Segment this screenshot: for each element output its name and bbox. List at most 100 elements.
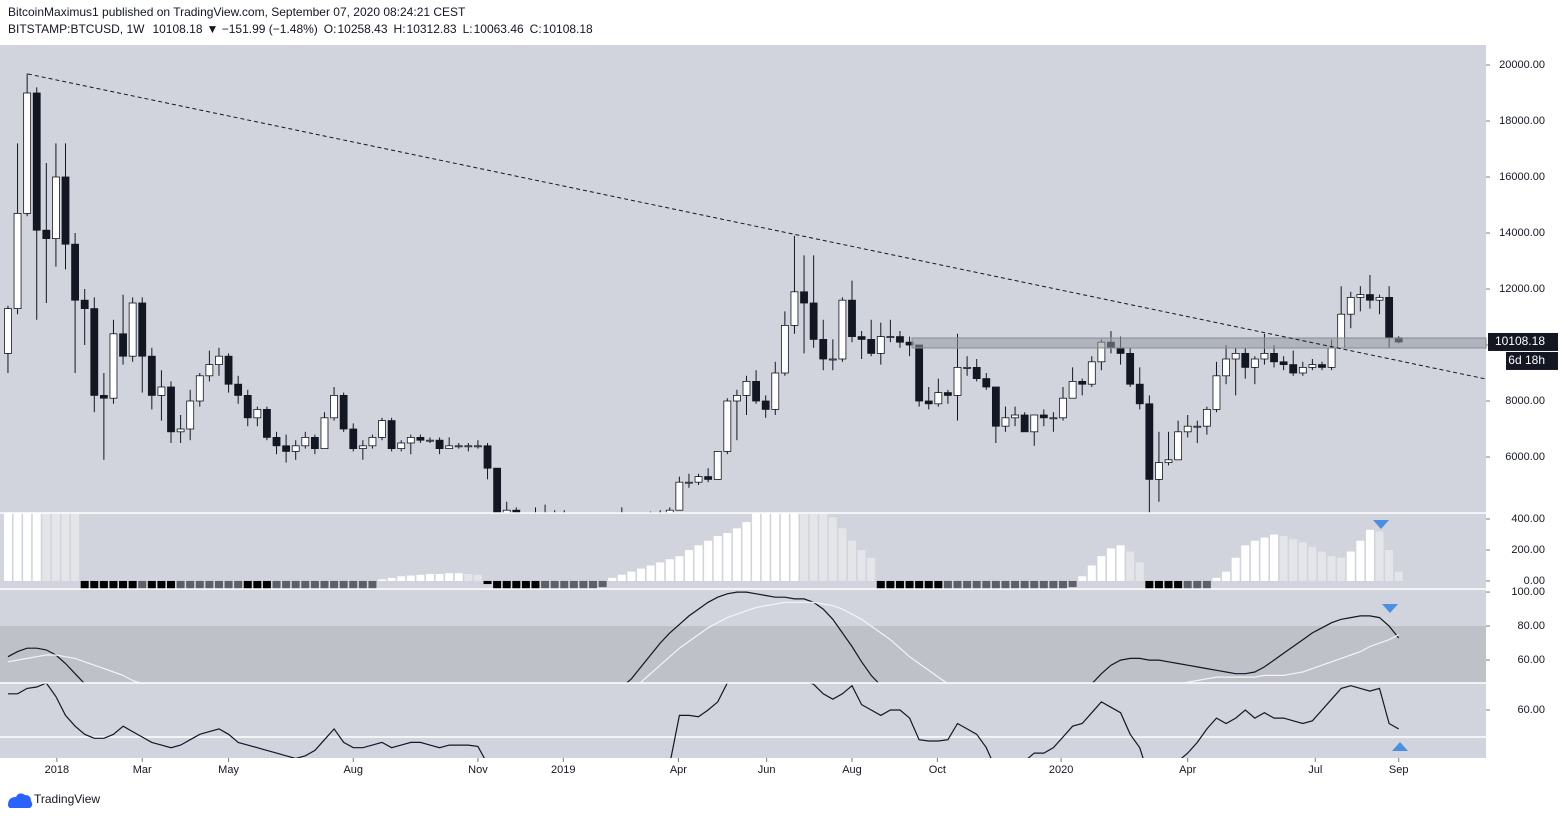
histogram-bar xyxy=(502,580,511,589)
candle-body xyxy=(282,445,291,452)
histogram-bar xyxy=(272,580,281,589)
candle-body xyxy=(742,380,751,396)
histogram-bar xyxy=(857,549,866,581)
histogram-bar xyxy=(214,580,223,589)
candle-body xyxy=(1346,296,1355,315)
candle-body xyxy=(512,509,521,513)
histogram-bar xyxy=(848,540,857,581)
histogram-bar xyxy=(1346,551,1355,581)
legend-text: BITSTAMP:BTCUSD, 1W xyxy=(8,22,145,36)
histogram-bar xyxy=(1106,548,1115,581)
histogram-bar xyxy=(1049,580,1058,589)
histogram-bar xyxy=(473,574,482,581)
candle-body xyxy=(61,176,70,245)
histogram-bar xyxy=(128,580,137,589)
histogram-bar xyxy=(1020,580,1029,589)
candle-body xyxy=(924,400,933,405)
candle-body xyxy=(435,439,444,449)
histogram-bar xyxy=(1375,531,1384,581)
candle-body xyxy=(1270,352,1278,363)
histogram-bar xyxy=(636,568,645,581)
histogram-bar xyxy=(742,522,751,581)
histogram-bar xyxy=(291,580,300,589)
histogram-bar xyxy=(780,513,789,581)
histogram-bar xyxy=(867,557,876,581)
histogram-bar xyxy=(1011,580,1020,589)
x-tick-label: Aug xyxy=(343,764,363,776)
candle-body xyxy=(493,467,502,513)
y-tick-label: 60.00 xyxy=(1517,704,1545,716)
x-tick-label: 2018 xyxy=(45,764,69,776)
candle-body xyxy=(809,302,818,340)
y-tick-label: 0.00 xyxy=(1524,575,1545,587)
candle-body xyxy=(454,445,463,448)
candle-body xyxy=(685,481,693,484)
y-tick-label: 6000.00 xyxy=(1505,451,1545,463)
histogram-bar xyxy=(330,580,339,589)
y-tick-label: 12000.00 xyxy=(1499,283,1545,295)
histogram-bar xyxy=(579,580,588,589)
x-tick-label: Mar xyxy=(133,764,152,776)
histogram-bar xyxy=(378,579,387,581)
candle-body xyxy=(1039,414,1048,419)
candle-body xyxy=(1356,294,1365,298)
pane xyxy=(3,513,1403,589)
pane xyxy=(0,683,1486,758)
candle-body xyxy=(291,445,300,452)
histogram-bar xyxy=(905,580,914,589)
x-tick-label: Nov xyxy=(468,764,488,776)
support-zone xyxy=(911,337,1487,349)
candle-body xyxy=(358,445,367,449)
x-tick-label: Oct xyxy=(929,764,946,776)
candle-body xyxy=(464,445,473,448)
candle-body xyxy=(1212,375,1221,410)
histogram-bar xyxy=(119,580,128,589)
histogram-bar xyxy=(560,580,569,589)
candle-body xyxy=(263,408,271,438)
histogram-bar xyxy=(1135,562,1144,581)
histogram-bar xyxy=(176,580,185,589)
histogram-bar xyxy=(1202,580,1211,589)
candle-body xyxy=(416,436,425,441)
y-tick-label: 20000.00 xyxy=(1499,59,1545,71)
histogram-bar xyxy=(80,580,89,589)
signal-marker xyxy=(1392,742,1408,751)
x-tick-label: Apr xyxy=(670,764,687,776)
plot xyxy=(0,73,1486,758)
candle-body xyxy=(838,299,847,360)
histogram-bar xyxy=(723,532,732,581)
histogram-bar xyxy=(262,580,271,589)
x-tick-label: Sep xyxy=(1389,764,1409,776)
histogram-bar xyxy=(1327,556,1336,581)
candle-body xyxy=(4,308,12,354)
candle-body xyxy=(771,372,780,410)
histogram-bar xyxy=(1298,542,1307,581)
histogram-bar xyxy=(61,513,70,581)
y-tick-label: 8000.00 xyxy=(1505,395,1545,407)
candle-body xyxy=(1001,417,1010,427)
candle-body xyxy=(819,338,828,360)
candle-body xyxy=(445,445,454,449)
indicator-line xyxy=(7,601,1399,683)
histogram-bar xyxy=(589,580,598,589)
candle-body xyxy=(90,308,99,396)
histogram-bar xyxy=(406,575,415,581)
histogram-bar xyxy=(732,528,741,581)
histogram-bar xyxy=(608,577,617,581)
candle-body xyxy=(42,229,51,239)
trend-line xyxy=(27,73,1487,380)
histogram-bar xyxy=(387,577,396,581)
candle-body xyxy=(253,408,262,419)
histogram-bar xyxy=(541,580,550,589)
histogram-bar xyxy=(1039,580,1048,589)
histogram-bar xyxy=(771,513,780,581)
histogram-bar xyxy=(1193,580,1202,589)
candle-body xyxy=(1375,296,1384,301)
candle-body xyxy=(1385,296,1394,339)
candle-body xyxy=(1087,361,1096,385)
candle-body xyxy=(867,338,876,354)
histogram-bar xyxy=(800,513,809,581)
histogram-bar xyxy=(627,571,636,581)
histogram-bar xyxy=(1317,551,1326,581)
